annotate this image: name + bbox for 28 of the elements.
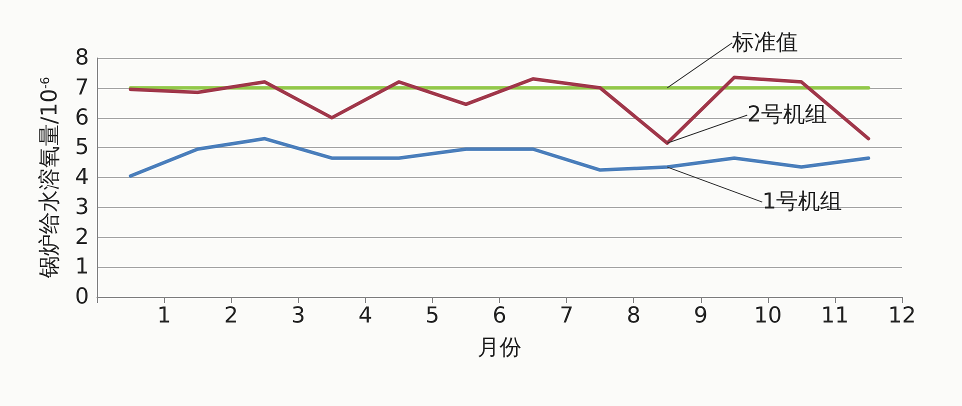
series-label: 1号机组 — [762, 190, 842, 215]
y-tick-label: 7 — [75, 75, 89, 100]
x-axis-title: 月份 — [478, 336, 522, 360]
y-axis-title: 锅炉给水溶氧量/10-6 — [38, 76, 62, 280]
x-tick-label: 11 — [820, 304, 849, 328]
x-tick-label: 7 — [560, 304, 574, 328]
line-series — [128, 76, 870, 145]
x-tick-label: 4 — [358, 304, 372, 328]
x-tick-label: 3 — [291, 304, 306, 328]
x-tick-label: 5 — [425, 304, 440, 328]
series-label: 标准值 — [731, 30, 798, 56]
x-tick-label: 9 — [694, 304, 708, 328]
y-tick-label: 4 — [75, 165, 89, 190]
x-tick-label: 12 — [888, 304, 916, 328]
x-tick-label: 8 — [626, 304, 641, 328]
x-tick-label: 1 — [157, 304, 172, 328]
y-tick-label: 0 — [75, 284, 89, 310]
y-tick-label: 5 — [75, 135, 89, 160]
line-series — [128, 136, 870, 178]
y-tick-label: 1 — [75, 254, 89, 280]
y-tick-label: 8 — [75, 46, 89, 70]
y-tick-label: 3 — [75, 194, 89, 220]
x-tick-label: 10 — [754, 304, 782, 328]
series-label: 2号机组 — [747, 102, 828, 128]
y-tick-label: 2 — [75, 224, 89, 250]
x-tick-label: 6 — [492, 304, 506, 328]
y-tick-label: 6 — [75, 105, 89, 130]
x-tick-label: 2 — [224, 304, 238, 328]
